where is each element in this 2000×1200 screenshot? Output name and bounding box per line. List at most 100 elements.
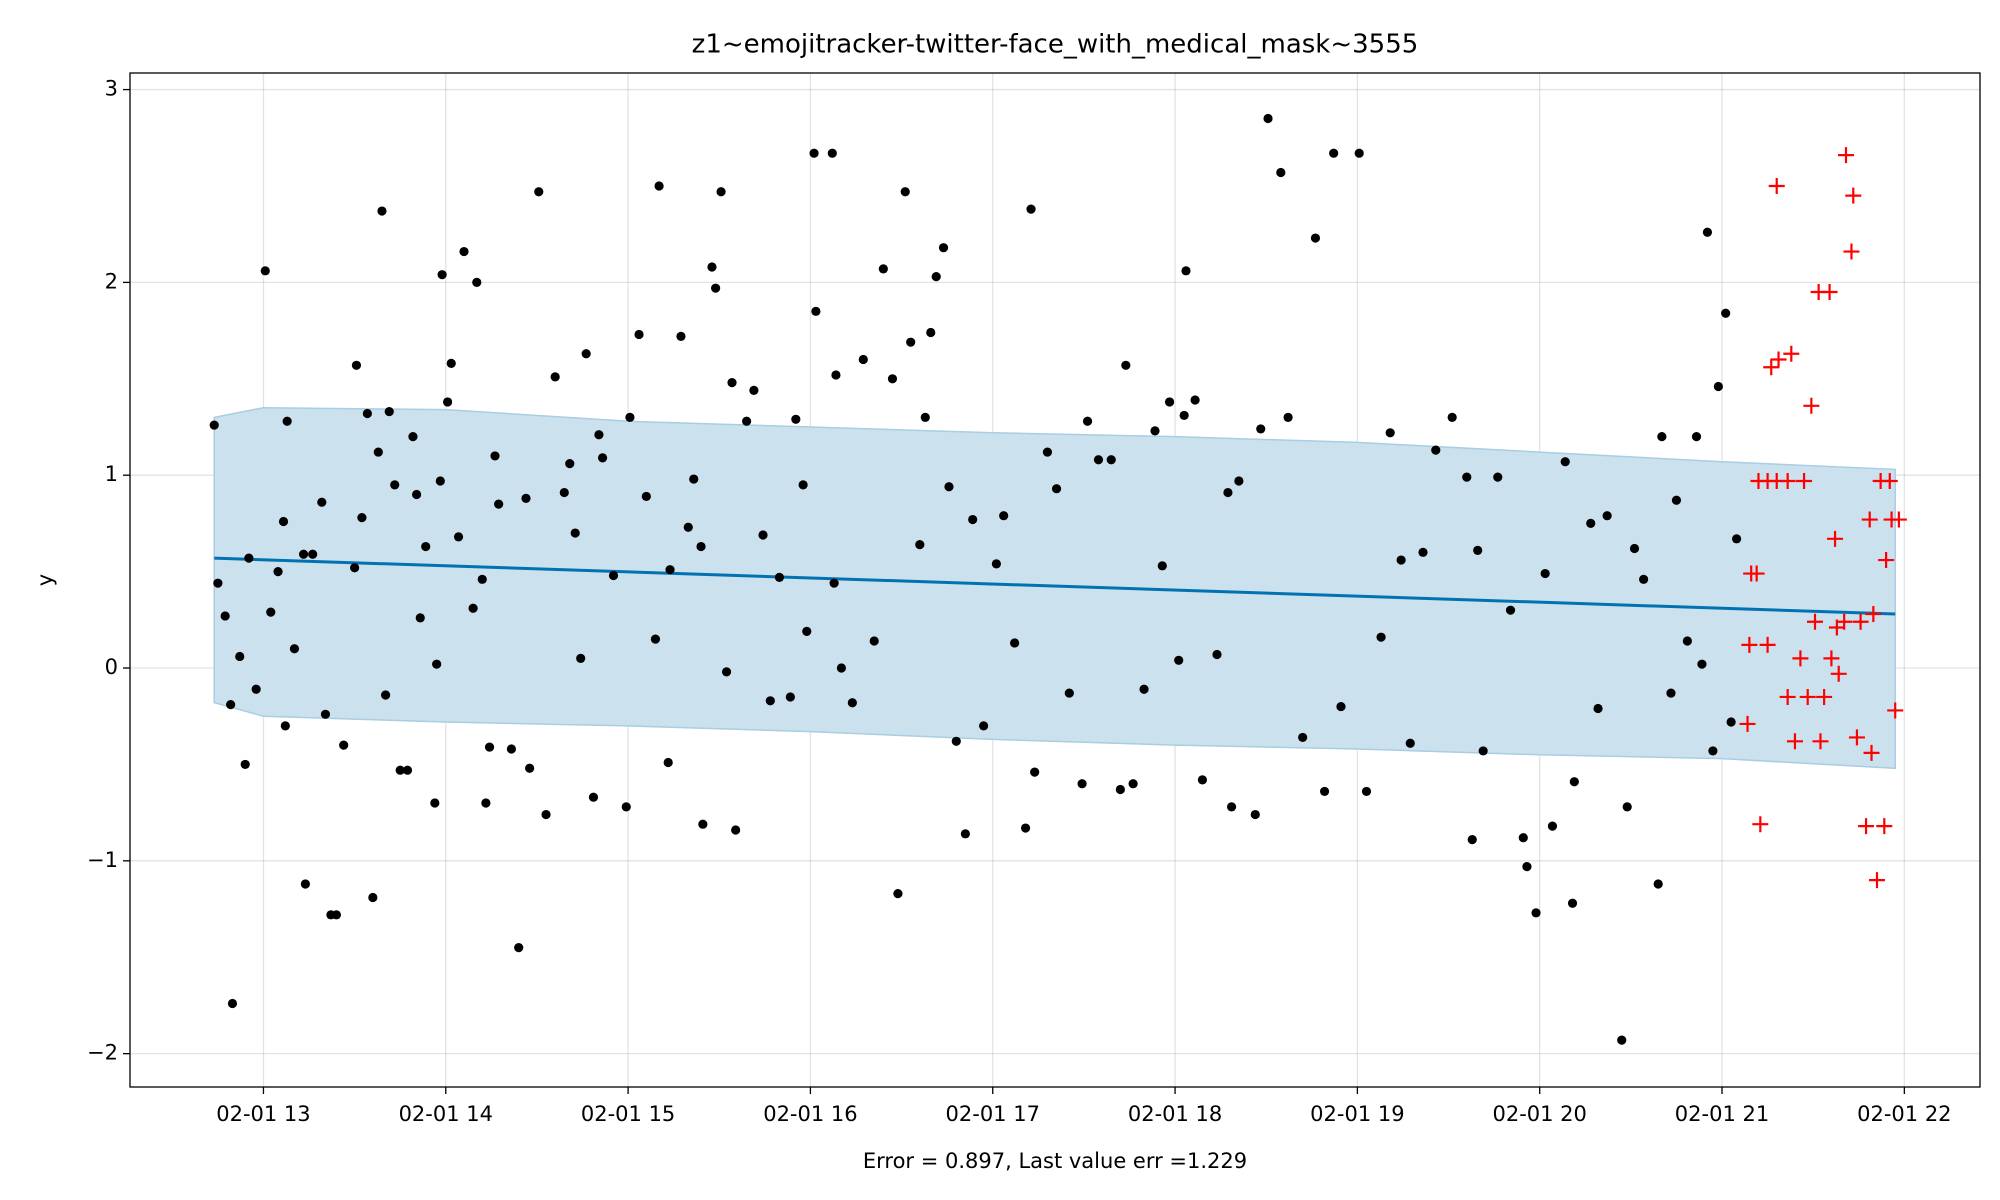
data-point bbox=[446, 358, 456, 368]
data-point bbox=[1336, 701, 1346, 712]
data-point bbox=[244, 553, 254, 563]
data-point bbox=[459, 246, 469, 257]
data-point bbox=[260, 266, 270, 276]
data-point bbox=[663, 757, 673, 768]
data-point bbox=[721, 667, 732, 677]
test-point bbox=[1837, 147, 1854, 164]
x-tick-label: 02-01 20 bbox=[1492, 1102, 1586, 1126]
data-point bbox=[209, 420, 219, 430]
data-point bbox=[525, 763, 535, 773]
data-point bbox=[1212, 649, 1222, 660]
data-point bbox=[1478, 746, 1488, 756]
data-point bbox=[742, 416, 752, 426]
data-point bbox=[1671, 495, 1682, 505]
data-point bbox=[926, 327, 936, 338]
data-point bbox=[395, 765, 405, 775]
data-point bbox=[1051, 484, 1062, 494]
points bbox=[209, 113, 1742, 1045]
data-point bbox=[696, 541, 706, 552]
data-point bbox=[437, 270, 447, 280]
data-point bbox=[1197, 775, 1208, 785]
data-point bbox=[559, 487, 569, 498]
data-point bbox=[390, 480, 400, 490]
data-point bbox=[597, 453, 608, 463]
y-tick-label: 0 bbox=[105, 655, 118, 679]
data-point bbox=[915, 540, 925, 550]
data-point bbox=[1467, 835, 1477, 845]
data-point bbox=[227, 998, 238, 1009]
test-point bbox=[1770, 351, 1787, 368]
data-point bbox=[430, 798, 440, 808]
data-point bbox=[384, 406, 394, 417]
test-point bbox=[1786, 733, 1803, 750]
data-point bbox=[1602, 511, 1612, 521]
data-point bbox=[1181, 266, 1191, 276]
data-point bbox=[906, 337, 916, 347]
test-point bbox=[1823, 650, 1840, 667]
data-point bbox=[1405, 738, 1415, 748]
data-point bbox=[893, 889, 903, 899]
data-point bbox=[362, 408, 372, 419]
data-point bbox=[698, 819, 708, 829]
data-point bbox=[278, 516, 289, 527]
data-point bbox=[240, 759, 250, 770]
x-tick-label: 02-01 16 bbox=[763, 1102, 857, 1126]
x-tick-label: 02-01 13 bbox=[216, 1102, 310, 1126]
data-point bbox=[477, 574, 487, 584]
uncertainty-band bbox=[213, 406, 1896, 770]
data-point bbox=[226, 700, 236, 710]
data-point bbox=[402, 765, 413, 775]
data-point bbox=[1329, 148, 1339, 158]
data-point bbox=[887, 374, 898, 384]
test-point bbox=[1803, 397, 1820, 414]
x-tick-label: 02-01 15 bbox=[581, 1102, 675, 1126]
data-point bbox=[798, 480, 808, 490]
data-point bbox=[1128, 779, 1138, 789]
data-point bbox=[1150, 426, 1160, 436]
data-point bbox=[791, 414, 801, 424]
data-point bbox=[1567, 898, 1578, 908]
data-point bbox=[731, 825, 741, 835]
data-point bbox=[931, 272, 941, 282]
data-point bbox=[1164, 397, 1175, 407]
data-point bbox=[1226, 802, 1237, 812]
data-point bbox=[1042, 447, 1053, 457]
test-point bbox=[1807, 613, 1823, 630]
data-point bbox=[1310, 233, 1321, 243]
data-point bbox=[829, 578, 839, 588]
data-point bbox=[541, 809, 551, 820]
data-point bbox=[300, 879, 310, 889]
data-point bbox=[453, 532, 464, 542]
data-point bbox=[1106, 455, 1116, 465]
x-tick-label: 02-01 17 bbox=[946, 1102, 1040, 1126]
test-point bbox=[1887, 702, 1904, 719]
data-point bbox=[683, 522, 693, 532]
x-tick-label: 02-01 21 bbox=[1675, 1102, 1769, 1126]
data-point bbox=[1082, 416, 1093, 426]
data-point bbox=[1385, 428, 1395, 438]
data-point bbox=[608, 570, 619, 581]
data-point bbox=[280, 721, 290, 731]
test-point bbox=[1830, 665, 1847, 682]
data-point bbox=[858, 354, 868, 365]
test-point bbox=[1868, 872, 1885, 889]
data-point bbox=[1653, 879, 1663, 889]
data-point bbox=[831, 370, 841, 380]
data-point bbox=[1708, 746, 1718, 756]
data-point bbox=[1354, 148, 1364, 158]
test-point bbox=[1852, 613, 1869, 630]
data-point bbox=[251, 684, 261, 694]
data-point bbox=[1560, 457, 1570, 467]
y-tick-label: −2 bbox=[87, 1041, 118, 1065]
data-point bbox=[1732, 534, 1742, 544]
data-point bbox=[282, 416, 292, 426]
data-point bbox=[1077, 779, 1087, 789]
data-point bbox=[308, 549, 318, 559]
test-point bbox=[1861, 511, 1878, 528]
data-point bbox=[1396, 555, 1406, 565]
y-tick-label: 1 bbox=[105, 462, 118, 486]
data-point bbox=[494, 499, 504, 509]
data-point bbox=[368, 892, 378, 903]
data-point bbox=[351, 360, 362, 370]
data-point bbox=[1361, 786, 1372, 797]
